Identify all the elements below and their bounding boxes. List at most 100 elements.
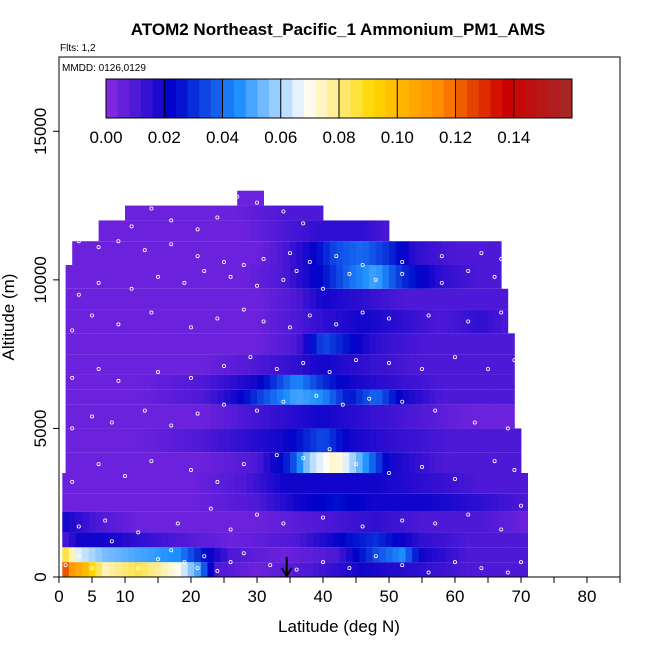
colorbar-swatch <box>362 79 375 118</box>
sample-point <box>367 396 372 401</box>
heatmap-cell <box>184 309 192 334</box>
sample-point <box>169 242 174 247</box>
heatmap-cell <box>375 428 383 453</box>
heatmap-cell <box>431 562 439 577</box>
heatmap-cell <box>151 265 159 289</box>
heatmap-cell <box>151 220 159 242</box>
sample-point <box>202 554 207 559</box>
heatmap-cell <box>191 404 198 429</box>
heatmap-cell <box>250 205 258 221</box>
heatmap-cell <box>431 532 439 548</box>
heatmap-cell <box>461 354 469 375</box>
sample-point <box>499 310 504 315</box>
heatmap-cell <box>65 309 73 334</box>
heatmap-cell <box>101 493 109 512</box>
sample-point <box>221 260 226 265</box>
sample-point <box>466 319 471 324</box>
heatmap-cell <box>507 354 515 375</box>
sample-point <box>426 570 431 575</box>
heatmap-cell <box>349 288 357 310</box>
heatmap-cell <box>319 473 327 494</box>
heatmap-cell <box>174 493 182 512</box>
colorbar-swatch <box>164 79 177 118</box>
heatmap-cell <box>474 288 482 310</box>
x-tick-label: 0 <box>54 587 63 606</box>
heatmap-cell <box>468 354 476 375</box>
heatmap-cell <box>286 547 294 563</box>
heatmap-cell <box>197 205 205 221</box>
heatmap-cell <box>138 404 146 429</box>
heatmap-cell <box>174 473 182 494</box>
heatmap-cell <box>395 354 403 375</box>
heatmap-cell <box>204 265 212 289</box>
heatmap-cell <box>455 452 462 473</box>
heatmap-cell <box>504 493 512 512</box>
heatmap-cell <box>276 333 284 355</box>
heatmap-cell <box>491 493 499 512</box>
heatmap-cell <box>349 220 357 242</box>
heatmap-cell <box>158 404 165 429</box>
heatmap-cell <box>98 288 106 310</box>
heatmap-cell <box>95 493 103 512</box>
heatmap-cell <box>98 265 106 289</box>
sample-point <box>116 322 121 327</box>
heatmap-cell <box>92 333 99 355</box>
heatmap-cell <box>197 354 205 375</box>
heatmap-cell <box>369 241 377 265</box>
heatmap-cell <box>144 333 152 355</box>
heatmap-cell <box>250 452 258 473</box>
heatmap-cell <box>220 511 228 533</box>
heatmap-cell <box>375 220 383 242</box>
heatmap-cell <box>164 288 172 310</box>
heatmap-cell <box>448 404 456 429</box>
heatmap-cell <box>382 241 390 265</box>
heatmap-cell <box>200 532 208 548</box>
heatmap-cell <box>290 241 297 265</box>
heatmap-cell <box>220 547 228 563</box>
sample-point <box>499 527 504 532</box>
sample-point <box>76 292 81 297</box>
heatmap-cell <box>395 374 403 390</box>
sample-point <box>70 375 75 380</box>
heatmap-cell <box>204 288 212 310</box>
heatmap-cell <box>385 493 393 512</box>
heatmap-cell <box>240 493 248 512</box>
heatmap-cell <box>435 374 443 390</box>
heatmap-cell <box>197 389 205 405</box>
heatmap-cell <box>299 493 307 512</box>
sample-point <box>400 563 405 568</box>
sample-point <box>241 307 246 312</box>
heatmap-cell <box>336 354 344 375</box>
heatmap-cell <box>111 428 119 453</box>
heatmap-cell <box>171 205 179 221</box>
heatmap-cell <box>164 354 172 375</box>
heatmap-cell <box>276 452 284 473</box>
heatmap-cell <box>78 309 86 334</box>
heatmap-cell <box>488 265 495 289</box>
heatmap-cell <box>177 428 185 453</box>
chart-title: ATOM2 Northeast_Pacific_1 Ammonium_PM1_A… <box>131 20 545 39</box>
heatmap-cell <box>191 389 198 405</box>
heatmap-cell <box>474 265 482 289</box>
sample-point <box>400 260 405 265</box>
heatmap-cell <box>395 389 403 405</box>
heatmap-cell <box>224 241 231 265</box>
heatmap-cell <box>296 333 304 355</box>
heatmap-cell <box>105 241 113 265</box>
heatmap-cell <box>375 288 383 310</box>
sample-point <box>268 563 273 568</box>
heatmap-cell <box>435 404 443 429</box>
sample-points <box>63 194 524 575</box>
heatmap-cell <box>105 452 113 473</box>
heatmap-cell <box>448 374 456 390</box>
heatmap-cell <box>138 374 146 390</box>
heatmap-cell <box>405 562 413 577</box>
heatmap-cell <box>237 428 245 453</box>
heatmap-cell <box>375 265 383 289</box>
heatmap-cell <box>494 374 502 390</box>
heatmap-cell <box>422 404 429 429</box>
heatmap-cell <box>276 374 284 390</box>
heatmap-cell <box>144 309 152 334</box>
heatmap-cell <box>210 452 218 473</box>
sample-point <box>221 402 226 407</box>
